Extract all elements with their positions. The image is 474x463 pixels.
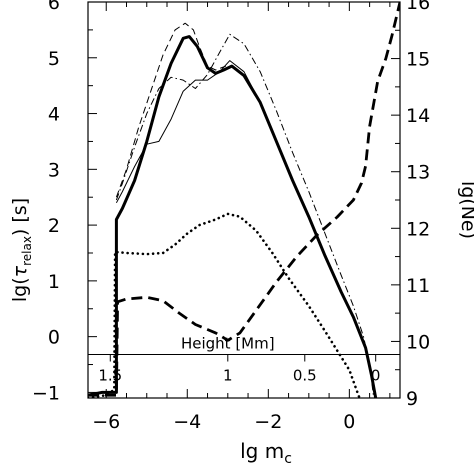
y-tick-label-left: 3 — [48, 159, 60, 181]
y-tick-label-left: 6 — [48, 0, 60, 14]
x-axis-title-sub: c — [284, 451, 292, 463]
y-axis-left-title-prefix: lg( — [9, 277, 31, 302]
y-tick-label-left: 5 — [48, 48, 60, 70]
inner-axis-tick-label: 0 — [371, 366, 381, 384]
y-tick-label-left: 1 — [48, 271, 60, 293]
height-inner-axis: 1.5 1 0.5 0 Height [Mm] — [88, 334, 400, 384]
y-tick-label-right: 14 — [406, 105, 430, 127]
series-group — [88, 2, 400, 398]
inner-axis-tick-label: 0.5 — [293, 366, 317, 384]
y-axis-left-title: lg(τrelax) [s] — [9, 198, 34, 302]
x-axis-title-main: lg m — [240, 439, 284, 463]
inner-axis-tick-label: 1 — [223, 366, 233, 384]
series-line-thick-dash — [88, 2, 400, 397]
x-tick-label: −6 — [92, 411, 120, 433]
x-tick-label: 0 — [343, 411, 355, 433]
x-axis-title: lg mc — [240, 439, 292, 463]
y-tick-label-right: 11 — [406, 275, 430, 297]
y-axis-left-title-tau: τ — [9, 265, 31, 277]
y-tick-label-left: 4 — [48, 104, 60, 126]
y-axis-left-title-sub: relax — [20, 236, 34, 266]
inner-axis-title: Height [Mm] — [181, 334, 275, 352]
x-tick-label: −2 — [254, 411, 282, 433]
y-axis-left-title-unit: ) [s] — [9, 198, 31, 236]
y-tick-label-right: 16 — [406, 0, 430, 14]
series-line-thin-solid — [115, 60, 377, 398]
series-line-dash-dot — [115, 33, 375, 398]
y-tick-label-right: 15 — [406, 49, 430, 71]
y-tick-label-right: 10 — [406, 331, 430, 353]
y-tick-label-left: 0 — [48, 327, 60, 349]
x-tick-label: −4 — [173, 411, 201, 433]
y-tick-label-left: 2 — [48, 215, 60, 237]
y-tick-label-left: −1 — [32, 382, 60, 404]
inner-axis-tick-label: 1.5 — [98, 366, 122, 384]
y-tick-label-right: 12 — [406, 218, 430, 240]
y-axis-right-title: lg(Ne) — [457, 181, 474, 239]
y-tick-label-right: 9 — [406, 388, 418, 410]
y-tick-label-right: 13 — [406, 162, 430, 184]
